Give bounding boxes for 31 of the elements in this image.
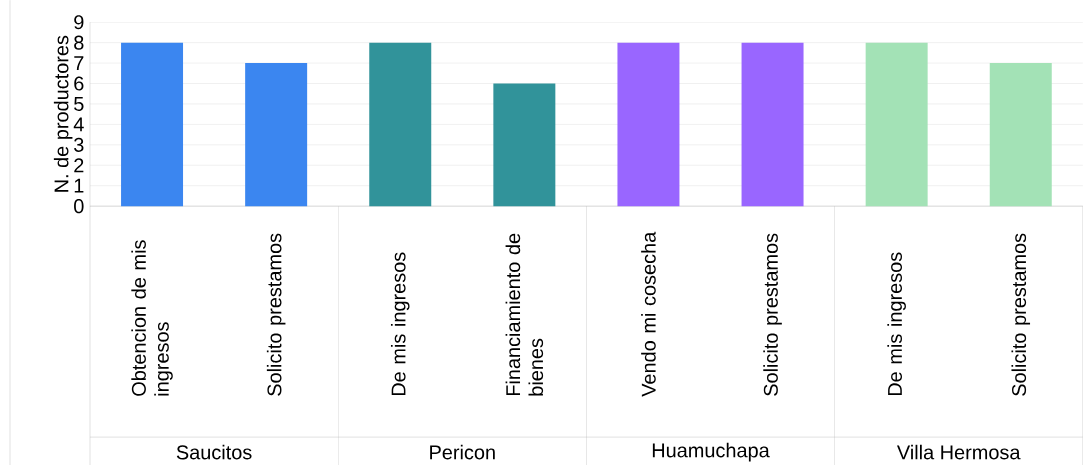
x-tick-label: Obtencion de mis ingresos	[131, 240, 173, 396]
y-tick-label: 8	[74, 35, 84, 50]
text: Huamuchapa	[652, 442, 770, 462]
x-tick-label: Financiamiento de bienes	[505, 233, 544, 396]
bar	[741, 42, 804, 207]
y-tick-label: 0	[74, 198, 84, 214]
y-tick-label: 2	[74, 158, 84, 173]
x-tick-label: De mis ingresos	[390, 252, 410, 395]
x-tick-label: Solicito prestamos	[1011, 233, 1031, 396]
y-tick-label: 1	[74, 178, 84, 193]
bar	[865, 42, 928, 207]
text: Saucitos	[176, 444, 252, 460]
y-tick-label: 7	[74, 56, 84, 70]
bar	[493, 83, 556, 207]
bar	[121, 42, 184, 207]
bar	[617, 42, 680, 207]
bar	[369, 42, 432, 207]
text: Villa Hermosa	[896, 444, 1021, 460]
y-tick-label: 4	[73, 117, 84, 132]
x-tick-label: Solicito prestamos	[266, 233, 286, 396]
y-tick-label: 5	[74, 96, 84, 111]
y-tick-label: 9	[74, 15, 84, 30]
y-axis-title: N. de productores	[53, 35, 73, 192]
x-tick-label: Solicito prestamos	[763, 233, 782, 396]
x-tick-label: Vendo mi cosecha	[641, 231, 656, 397]
text: Pericon	[430, 444, 495, 460]
bar	[989, 62, 1052, 207]
bar	[245, 62, 308, 207]
y-tick-label: 3	[74, 137, 84, 152]
y-tick-label: 6	[74, 76, 84, 91]
x-tick-label: De mis ingresos	[887, 252, 906, 395]
